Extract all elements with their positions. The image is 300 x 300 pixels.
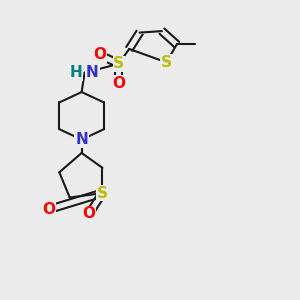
Text: S: S bbox=[161, 55, 172, 70]
Text: H: H bbox=[70, 65, 82, 80]
Text: N: N bbox=[86, 65, 99, 80]
Text: O: O bbox=[42, 202, 56, 217]
Text: O: O bbox=[93, 47, 106, 62]
Text: O: O bbox=[112, 76, 125, 91]
Text: N: N bbox=[75, 132, 88, 147]
Text: O: O bbox=[82, 206, 96, 221]
Text: S: S bbox=[97, 186, 108, 201]
Text: S: S bbox=[113, 56, 124, 71]
